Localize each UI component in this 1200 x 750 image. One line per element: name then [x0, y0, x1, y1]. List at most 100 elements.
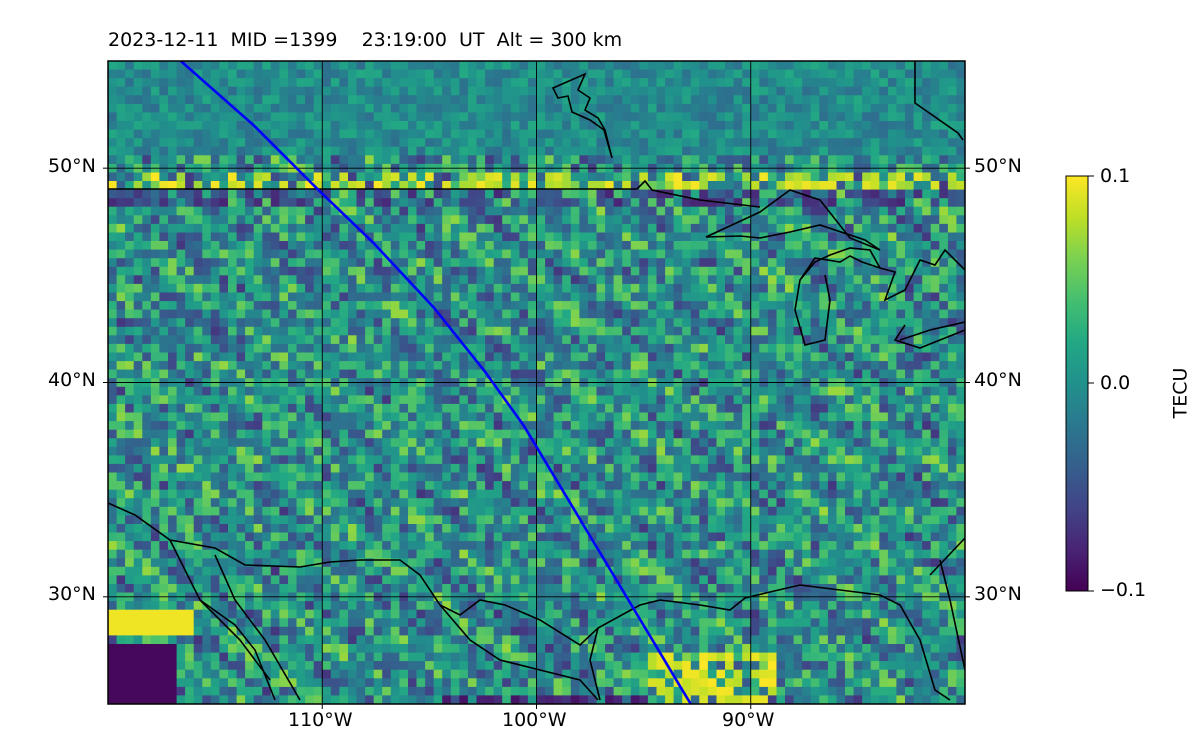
heat-cell	[956, 198, 965, 208]
heat-cell	[467, 129, 478, 139]
heat-cell	[168, 146, 178, 156]
heat-cell	[356, 266, 366, 276]
heat-cell	[947, 369, 958, 379]
heat-cell	[450, 463, 460, 474]
heat-cell	[339, 438, 349, 448]
heat-cell	[262, 249, 272, 259]
heat-cell	[108, 249, 118, 259]
heat-cell	[802, 472, 812, 482]
heat-cell	[682, 155, 692, 165]
heat-cell	[776, 283, 786, 294]
heat-cell	[125, 361, 135, 371]
heat-cell	[947, 241, 958, 251]
heat-cell	[236, 343, 246, 354]
heat-cell	[356, 472, 366, 482]
heat-cell	[510, 318, 520, 328]
heat-cell	[622, 463, 632, 474]
heat-cell	[656, 318, 666, 328]
heat-cell	[519, 481, 529, 491]
heat-cell	[416, 412, 426, 422]
heat-cell	[142, 232, 152, 242]
heat-cell	[176, 78, 186, 88]
heat-cell	[827, 463, 838, 474]
heat-cell	[176, 103, 186, 114]
heat-cell	[382, 352, 392, 362]
heat-cell	[116, 155, 126, 165]
heat-cell	[562, 198, 572, 208]
heat-cell	[313, 301, 323, 311]
heat-cell	[639, 446, 649, 456]
heat-cell	[193, 232, 203, 242]
heat-cell	[210, 138, 220, 148]
heat-cell	[476, 309, 486, 319]
heat-cell	[545, 138, 555, 148]
heat-cell	[296, 275, 306, 285]
heat-cell	[476, 223, 486, 234]
heat-cell	[896, 241, 906, 251]
heat-cell	[210, 318, 220, 328]
heat-cell	[236, 438, 246, 448]
heat-cell	[450, 438, 460, 448]
heat-cell	[288, 446, 298, 456]
heat-cell	[750, 172, 760, 182]
heat-cell	[802, 335, 812, 345]
heat-cell	[725, 172, 735, 182]
heat-cell	[322, 189, 332, 199]
heat-cell	[305, 463, 315, 474]
heat-cell	[279, 412, 289, 422]
heat-cell	[425, 215, 435, 225]
heat-cell	[133, 309, 143, 319]
heat-cell	[519, 309, 529, 319]
heat-cell	[408, 455, 418, 465]
heat-cell	[356, 438, 366, 448]
heat-cell	[733, 112, 743, 122]
heat-cell	[562, 309, 572, 319]
heat-cell	[330, 206, 340, 216]
heat-cell	[279, 241, 289, 251]
heat-cell	[922, 172, 932, 182]
heat-cell	[605, 172, 615, 182]
heat-cell	[527, 86, 538, 96]
heat-cell	[442, 95, 452, 105]
heat-cell	[639, 61, 649, 71]
heat-cell	[785, 343, 795, 354]
heat-cell	[596, 421, 606, 431]
heat-cell	[142, 481, 152, 491]
heat-cell	[450, 103, 460, 114]
heat-cell	[142, 472, 152, 482]
heat-cell	[913, 446, 923, 456]
heat-cell	[228, 463, 238, 474]
heat-cell	[802, 232, 812, 242]
heat-cell	[562, 258, 572, 268]
heat-cell	[330, 78, 340, 88]
heat-cell	[845, 446, 855, 456]
heat-cell	[133, 421, 143, 431]
heat-cell	[279, 369, 289, 379]
heat-cell	[279, 215, 289, 225]
heat-cell	[467, 446, 478, 456]
heat-cell	[682, 78, 692, 88]
heat-cell	[853, 318, 863, 328]
heat-cell	[476, 172, 486, 182]
heat-cell	[905, 95, 915, 105]
heat-cell	[810, 121, 820, 131]
heat-cell	[313, 283, 323, 294]
heat-cell	[922, 121, 932, 131]
heat-cell	[399, 138, 409, 148]
heat-cell	[159, 121, 169, 131]
heat-cell	[373, 335, 383, 345]
heat-cell	[193, 172, 203, 182]
heat-cell	[433, 172, 443, 182]
heat-cell	[133, 292, 143, 302]
heat-cell	[673, 249, 683, 259]
heat-cell	[296, 352, 306, 362]
heat-cell	[185, 232, 195, 242]
heat-cell	[905, 326, 915, 336]
heat-cell	[416, 146, 426, 156]
heat-cell	[639, 103, 649, 114]
heat-cell	[116, 335, 126, 345]
heat-cell	[733, 129, 743, 139]
heat-cell	[896, 283, 906, 294]
heat-cell	[459, 335, 469, 345]
heat-cell	[493, 361, 503, 371]
